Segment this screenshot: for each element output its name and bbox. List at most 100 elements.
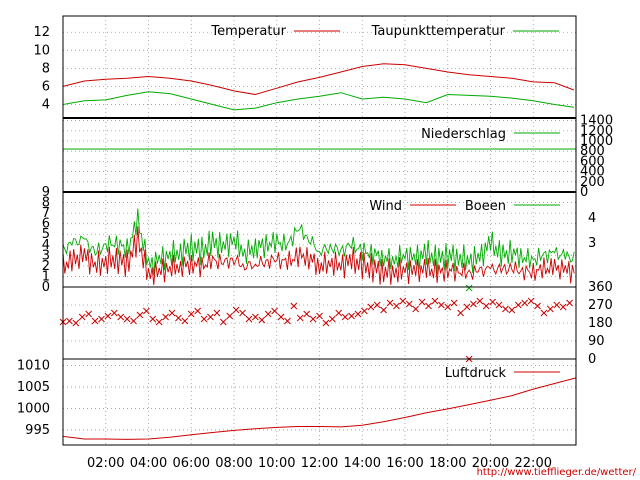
direction-marker	[418, 298, 426, 306]
direction-marker	[335, 309, 343, 317]
direction-marker	[264, 310, 272, 318]
right-tick-label: 400	[580, 165, 605, 180]
direction-marker	[219, 318, 227, 326]
legend-label-taupunkttemperatur: Taupunkttemperatur	[371, 24, 506, 39]
y-tick-label: 3	[42, 248, 50, 263]
direction-marker	[508, 306, 516, 314]
series-line-taupunkttemperatur	[62, 91, 574, 111]
direction-marker	[271, 307, 278, 315]
direction-marker	[187, 310, 195, 318]
direction-marker	[322, 319, 330, 327]
right-tick-label: 3	[588, 236, 596, 251]
direction-marker	[123, 315, 131, 323]
direction-marker	[277, 313, 285, 321]
y-tick-label: 4	[42, 238, 50, 253]
x-tick-label: 14:00	[344, 456, 381, 471]
x-tick-label: 06:00	[173, 456, 210, 471]
direction-marker	[566, 299, 573, 307]
direction-marker	[213, 309, 221, 317]
direction-marker	[309, 315, 317, 323]
y-tick-label: 1000	[17, 401, 50, 416]
direction-marker	[290, 302, 298, 310]
direction-marker	[457, 309, 464, 317]
x-tick-label: 02:00	[87, 456, 124, 471]
direction-marker	[386, 299, 394, 307]
direction-marker	[341, 313, 349, 321]
y-tick-label: 5	[42, 227, 50, 242]
direction-marker	[110, 309, 118, 317]
y-tick-label: 8	[42, 196, 50, 211]
y-tick-label: 0	[42, 280, 50, 295]
direction-marker	[72, 319, 80, 327]
right-tick-label: 800	[580, 144, 605, 159]
direction-marker	[373, 301, 381, 309]
direction-marker	[239, 309, 246, 317]
y-tick-label: 9	[42, 185, 50, 200]
direction-marker	[104, 312, 112, 320]
series-line-luftdruck	[62, 377, 577, 440]
x-tick-label: 04:00	[130, 456, 167, 471]
direction-marker	[514, 301, 522, 309]
direction-marker	[559, 303, 567, 311]
right-tick-label: 1200	[580, 124, 613, 139]
right-tick-label: 0	[588, 352, 596, 367]
right-tick-label: 200	[580, 175, 605, 190]
panel-frame	[62, 358, 577, 446]
direction-marker	[136, 311, 144, 319]
panel-frames	[62, 15, 577, 446]
direction-marker	[502, 305, 509, 313]
direction-marker	[78, 313, 86, 321]
direction-marker	[444, 303, 452, 311]
direction-marker	[450, 299, 458, 307]
right-tick-label: 600	[580, 154, 605, 169]
direction-marker	[168, 309, 176, 317]
direction-marker	[405, 300, 413, 308]
direction-marker	[399, 297, 407, 305]
direction-marker	[425, 302, 432, 310]
right-tick-label: 1000	[580, 134, 613, 149]
direction-marker	[296, 314, 304, 322]
direction-marker-green	[465, 284, 473, 292]
direction-marker	[367, 303, 375, 311]
direction-marker	[91, 317, 99, 325]
legend-label-boeen: Boeen	[465, 199, 506, 214]
direction-marker	[546, 305, 554, 313]
direction-marker	[149, 315, 157, 323]
direction-marker	[489, 298, 496, 306]
y-tick-label: 12	[33, 25, 50, 40]
y-tick-label: 1	[42, 269, 50, 284]
direction-marker	[162, 313, 169, 321]
direction-marker	[245, 315, 253, 323]
direction-marker	[553, 301, 561, 309]
direction-marker	[98, 315, 105, 323]
y-tick-label: 2	[42, 259, 50, 274]
legend-label-niederschlag: Niederschlag	[421, 127, 506, 142]
direction-marker	[200, 315, 208, 323]
series-line-boeen	[62, 208, 575, 276]
direction-marker	[521, 299, 529, 307]
y-tick-label: 1010	[17, 358, 50, 373]
right-tick-label: 180	[588, 316, 613, 331]
y-tick-label: 10	[33, 43, 50, 58]
legend-label-temperatur: Temperatur	[210, 24, 286, 39]
direction-marker	[495, 301, 503, 309]
x-tick-label: 22:00	[515, 456, 552, 471]
direction-marker	[463, 303, 471, 311]
direction-marker	[470, 300, 477, 308]
grid-layer	[63, 16, 576, 445]
x-tick-label: 16:00	[386, 456, 423, 471]
direction-marker	[258, 316, 266, 324]
y-tick-label: 4	[42, 97, 50, 112]
direction-marker	[130, 317, 137, 325]
x-tick-label: 12:00	[301, 456, 338, 471]
right-tick-label: 360	[588, 280, 613, 295]
direction-marker	[476, 297, 484, 305]
x-tick-label: 20:00	[472, 456, 509, 471]
x-tick-label: 18:00	[429, 456, 466, 471]
direction-marker	[380, 306, 387, 314]
legend-label-luftdruck: Luftdruck	[445, 366, 507, 381]
right-tick-label: 90	[588, 334, 605, 349]
direction-marker	[194, 307, 202, 315]
direction-marker	[155, 318, 163, 326]
direction-marker	[393, 302, 400, 310]
